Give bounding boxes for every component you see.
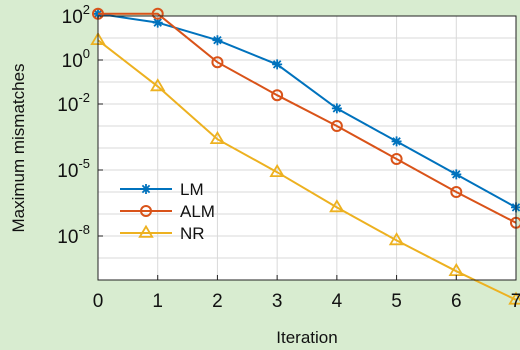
data-point-nr	[329, 199, 345, 213]
data-point-lm	[451, 169, 462, 180]
legend-item-lm: LM	[120, 180, 204, 199]
y-tick-label: 10-8	[57, 222, 90, 248]
x-tick-label: 6	[451, 291, 462, 312]
axis-ticks: 0 1 2 3 4 5 6 7 102 100 10-2 10-5 10-8	[57, 2, 520, 312]
legend-item-nr: NR	[120, 224, 205, 243]
legend-label-nr: NR	[180, 224, 205, 243]
legend-marker-alm	[140, 205, 152, 217]
x-tick-label: 5	[391, 291, 402, 312]
data-point-nr	[508, 291, 520, 305]
legend: LM ALM NR	[120, 180, 215, 243]
data-point-lm	[152, 17, 163, 28]
data-point-nr	[149, 78, 166, 92]
x-tick-label: 0	[93, 291, 104, 312]
x-tick-label: 1	[152, 291, 163, 312]
y-tick-label: 10-5	[57, 156, 90, 182]
x-tick-label: 4	[332, 291, 343, 312]
data-point-alm	[390, 153, 403, 165]
data-point-alm	[151, 7, 164, 20]
data-point-lm	[272, 59, 283, 70]
x-tick-label: 3	[272, 291, 283, 312]
y-tick-label: 10-2	[57, 90, 90, 116]
series-line-lm	[97, 12, 517, 209]
data-point-alm	[211, 56, 224, 69]
data-point-alm	[271, 89, 284, 102]
legend-label-lm: LM	[180, 180, 204, 199]
data-point-nr	[269, 163, 285, 178]
plot-frame	[97, 15, 517, 281]
data-point-nr	[209, 130, 226, 145]
series-line-nr	[97, 39, 517, 301]
x-tick-label: 7	[511, 291, 520, 312]
data-point-alm	[330, 120, 343, 132]
data-point-nr	[388, 232, 405, 246]
legend-item-alm: ALM	[120, 202, 215, 221]
x-tick-label: 2	[212, 291, 223, 312]
legend-marker-lm	[141, 184, 151, 194]
y-axis-label: Maximum mismatches	[9, 63, 28, 232]
x-axis-label: Iteration	[276, 328, 337, 347]
series-line-alm	[98, 12, 517, 224]
data-point-lm	[331, 103, 342, 114]
legend-marker-nr	[138, 224, 154, 238]
data-point-lm	[391, 136, 402, 147]
y-tick-label: 100	[62, 46, 90, 72]
y-tick-label: 102	[62, 2, 90, 28]
data-point-lm	[212, 35, 223, 46]
series-nr	[90, 31, 520, 305]
data-point-alm	[450, 186, 463, 198]
legend-label-alm: ALM	[180, 202, 215, 221]
